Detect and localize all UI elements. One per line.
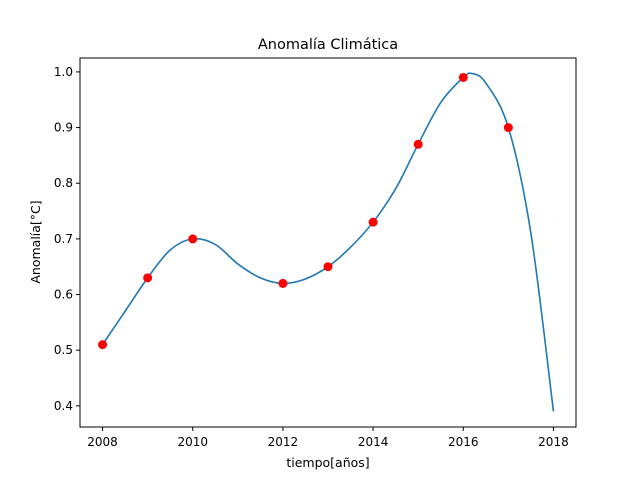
y-tick-label: 0.8 bbox=[54, 176, 73, 190]
data-point bbox=[323, 262, 333, 272]
x-axis-label: tiempo[años] bbox=[286, 455, 369, 470]
chart-title: Anomalía Climática bbox=[258, 37, 398, 53]
y-tick-label: 0.4 bbox=[54, 399, 73, 413]
x-tick-label: 2012 bbox=[268, 435, 299, 449]
data-point bbox=[188, 234, 198, 244]
data-point bbox=[143, 273, 153, 283]
x-tick-label: 2018 bbox=[538, 435, 569, 449]
y-tick-label: 0.7 bbox=[54, 232, 73, 246]
data-point bbox=[368, 217, 378, 227]
x-axis: 2008 2010 2012 2014 2016 2018 bbox=[87, 427, 569, 449]
data-point bbox=[98, 340, 108, 350]
y-tick-label: 1.0 bbox=[54, 65, 73, 79]
x-tick-label: 2010 bbox=[177, 435, 208, 449]
data-point bbox=[503, 123, 513, 133]
y-axis: 0.4 0.5 0.6 0.7 0.8 0.9 1.0 bbox=[54, 65, 80, 413]
y-tick-label: 0.6 bbox=[54, 288, 73, 302]
x-tick-label: 2008 bbox=[87, 435, 118, 449]
plot-frame bbox=[79, 57, 577, 428]
y-axis-label: Anomalía[°C] bbox=[28, 200, 43, 283]
x-tick-label: 2014 bbox=[358, 435, 389, 449]
y-tick-label: 0.5 bbox=[54, 343, 73, 357]
y-tick-label: 0.9 bbox=[54, 121, 73, 135]
series-layer bbox=[98, 72, 555, 412]
x-tick-label: 2016 bbox=[448, 435, 479, 449]
series-line bbox=[101, 72, 555, 412]
data-point bbox=[278, 278, 288, 288]
plot-area: 2008 2010 2012 2014 2016 2018 0.4 0.5 0.6 0.7 0.8… bbox=[54, 57, 577, 449]
data-point bbox=[413, 139, 423, 149]
data-point bbox=[458, 72, 468, 82]
